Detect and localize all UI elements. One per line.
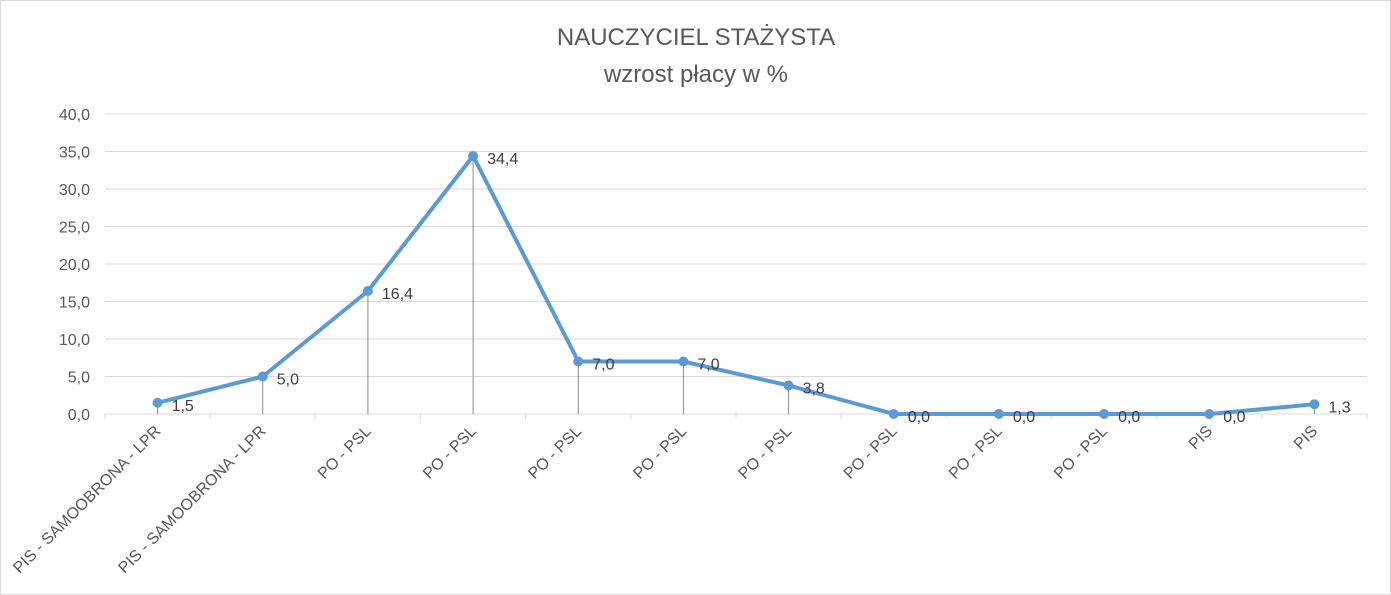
series (152, 151, 1320, 419)
x-tick-label: PIS (1291, 423, 1321, 453)
data-labels: 1,5 5,0 16,4 34,4 7,0 7,0 3,8 0,0 0,0 0,0 0,0 1,3 (172, 151, 1351, 426)
y-tick-label: 15,0 (59, 295, 90, 312)
data-point[interactable] (888, 409, 899, 419)
data-point[interactable] (468, 151, 479, 161)
x-tick-label: PIS (1186, 423, 1216, 453)
chart-title: NAUCZYCIEL STAŻYSTA (557, 24, 835, 51)
x-tick-label: PO - PSL (420, 423, 480, 483)
drop-lines (157, 156, 1315, 414)
data-point[interactable] (257, 371, 268, 382)
chart-subtitle: wzrost płacy w % (603, 61, 788, 88)
data-label: 0,0 (1013, 409, 1035, 426)
data-label: 34,4 (487, 151, 518, 168)
x-tick-label: PO - PSL (315, 423, 375, 483)
x-tick-label: PO - PSL (841, 423, 901, 483)
data-point[interactable] (1309, 399, 1320, 410)
y-tick-label: 40,0 (59, 107, 90, 124)
y-tick-label: 35,0 (59, 145, 90, 162)
data-point[interactable] (573, 356, 584, 367)
data-label: 0,0 (1223, 409, 1245, 426)
data-point[interactable] (1099, 409, 1110, 419)
data-label: 0,0 (1118, 409, 1140, 426)
y-axis: 0,0 5,0 10,0 15,0 20,0 25,0 30,0 35,0 40,0 (59, 107, 90, 424)
x-tick-label: PO - PSL (736, 423, 796, 483)
y-tick-label: 20,0 (59, 257, 90, 274)
x-tick-label: PO - PSL (946, 423, 1006, 483)
data-point[interactable] (993, 409, 1004, 419)
data-label: 3,8 (803, 381, 825, 398)
data-point[interactable] (678, 356, 689, 367)
data-label: 5,0 (277, 372, 299, 389)
data-label: 1,5 (172, 398, 194, 415)
y-tick-label: 5,0 (68, 370, 90, 387)
data-point[interactable] (1204, 409, 1215, 419)
x-tick-label: PO - PSL (630, 423, 690, 483)
data-label: 7,0 (592, 357, 614, 374)
series-line (155, 154, 1317, 416)
data-label: 0,0 (908, 409, 930, 426)
y-tick-label: 25,0 (59, 220, 90, 237)
data-label: 16,4 (382, 286, 413, 303)
gridlines (105, 113, 1367, 415)
y-tick-label: 30,0 (59, 182, 90, 199)
data-point[interactable] (152, 397, 163, 408)
x-tick-label: PO - PSL (525, 423, 585, 483)
data-label: 1,3 (1328, 399, 1350, 416)
data-point[interactable] (362, 286, 373, 296)
x-tick-label: PO - PSL (1051, 423, 1111, 483)
y-tick-label: 0,0 (68, 407, 90, 424)
y-tick-label: 10,0 (59, 332, 90, 349)
data-point[interactable] (783, 380, 794, 391)
data-label: 7,0 (697, 357, 719, 374)
